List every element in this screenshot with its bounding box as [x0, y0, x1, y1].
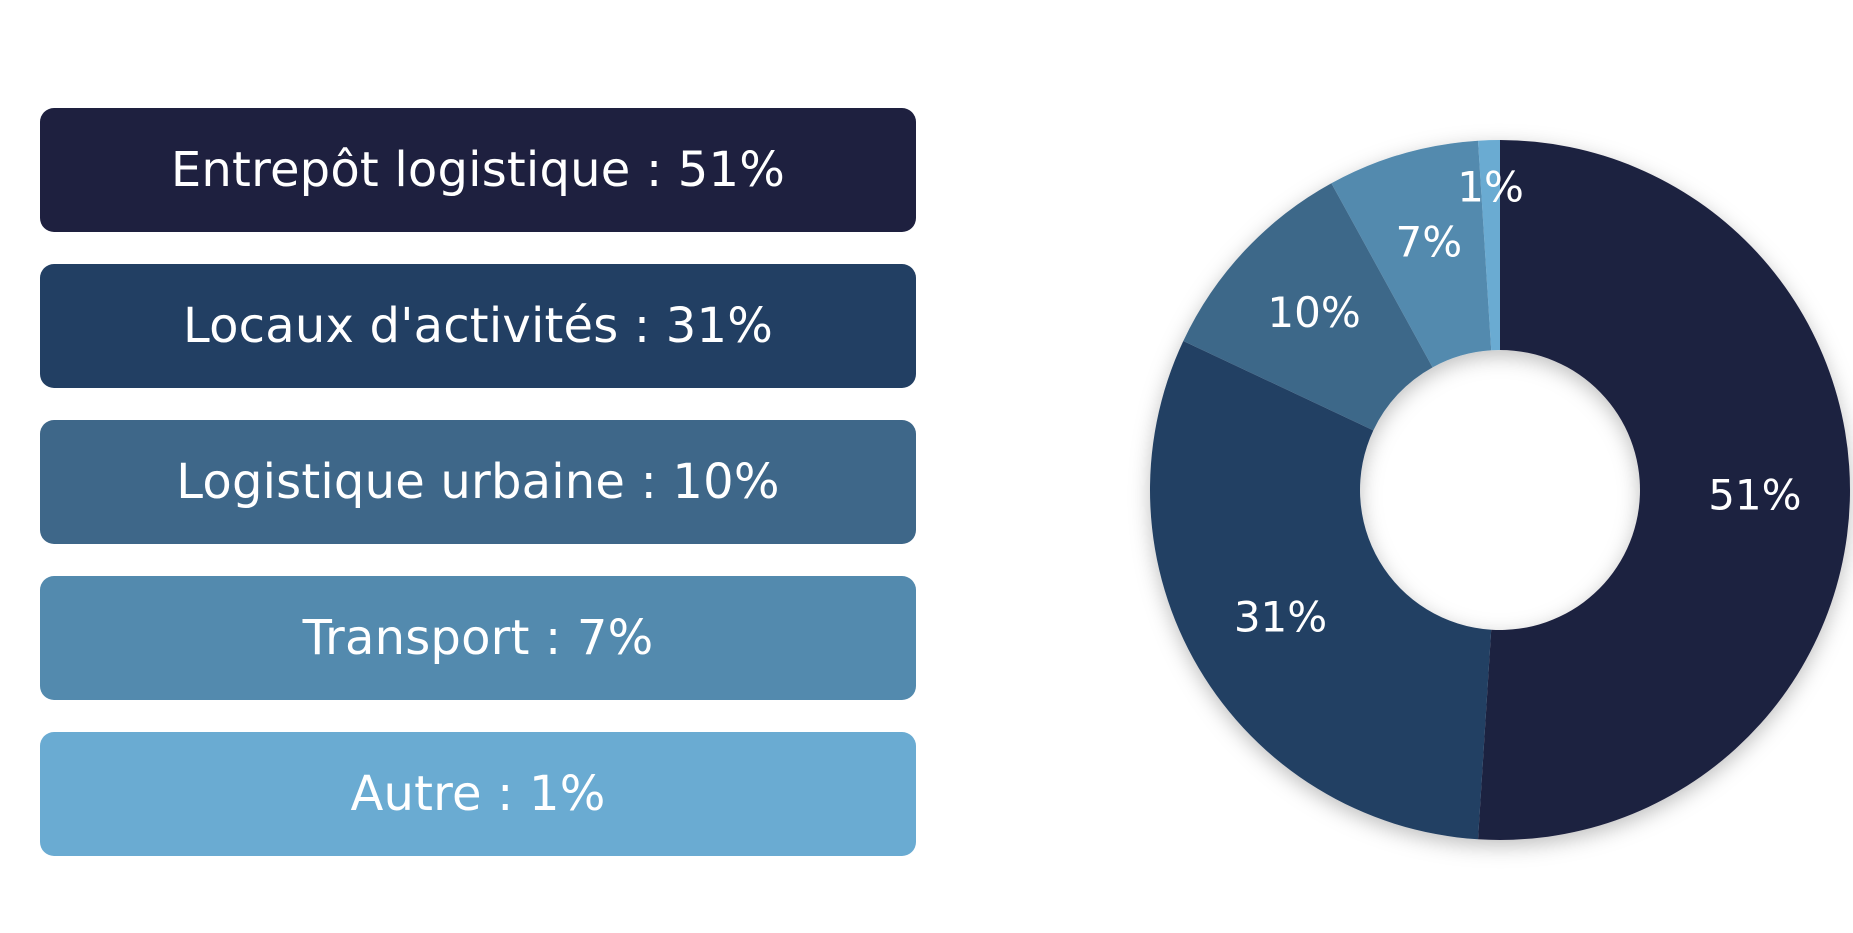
- legend-item-logistique-urbaine: Logistique urbaine : 10%: [40, 420, 916, 544]
- slice-value-label: 10%: [1267, 288, 1360, 337]
- legend-item-autre: Autre : 1%: [40, 732, 916, 856]
- legend-label: Entrepôt logistique : 51%: [170, 142, 786, 198]
- legend-item-locaux-activites: Locaux d'activités : 31%: [40, 264, 916, 388]
- slice-logistique-urbaine: [1183, 183, 1433, 431]
- legend-label: Logistique urbaine : 10%: [176, 454, 780, 510]
- legend-item-transport: Transport : 7%: [40, 576, 916, 700]
- slice-value-label: 51%: [1708, 471, 1801, 520]
- slice-autre: [1478, 140, 1500, 351]
- legend-label: Transport : 7%: [302, 610, 654, 666]
- donut-slices: [1150, 140, 1851, 841]
- chart-legend: Entrepôt logistique : 51% Locaux d'activ…: [40, 108, 916, 888]
- slice-locaux-activites: [1150, 340, 1492, 840]
- slice-value-label: 1%: [1457, 163, 1524, 212]
- slice-entrepot-logistique: [1478, 140, 1851, 841]
- legend-item-entrepot-logistique: Entrepôt logistique : 51%: [40, 108, 916, 232]
- slice-value-label: 7%: [1396, 218, 1463, 267]
- slice-value-label: 31%: [1234, 592, 1327, 641]
- donut-labels: 51% 31% 10% 7% 1%: [1234, 163, 1802, 642]
- donut-chart: 51% 31% 10% 7% 1%: [1150, 140, 1851, 841]
- slice-transport: [1331, 140, 1492, 368]
- legend-label: Autre : 1%: [350, 766, 606, 822]
- legend-label: Locaux d'activités : 31%: [182, 298, 774, 354]
